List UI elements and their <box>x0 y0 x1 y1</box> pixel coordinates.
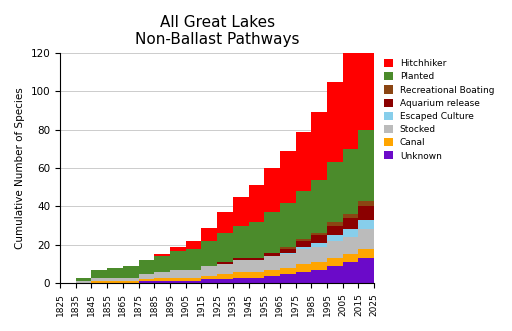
Title: All Great Lakes
Non-Ballast Pathways: All Great Lakes Non-Ballast Pathways <box>135 15 300 47</box>
Legend: Hitchhiker, Planted, Recreational Boating, Aquarium release, Escaped Culture, St: Hitchhiker, Planted, Recreational Boatin… <box>382 57 496 162</box>
Y-axis label: Cumulative Number of Species: Cumulative Number of Species <box>15 87 25 249</box>
